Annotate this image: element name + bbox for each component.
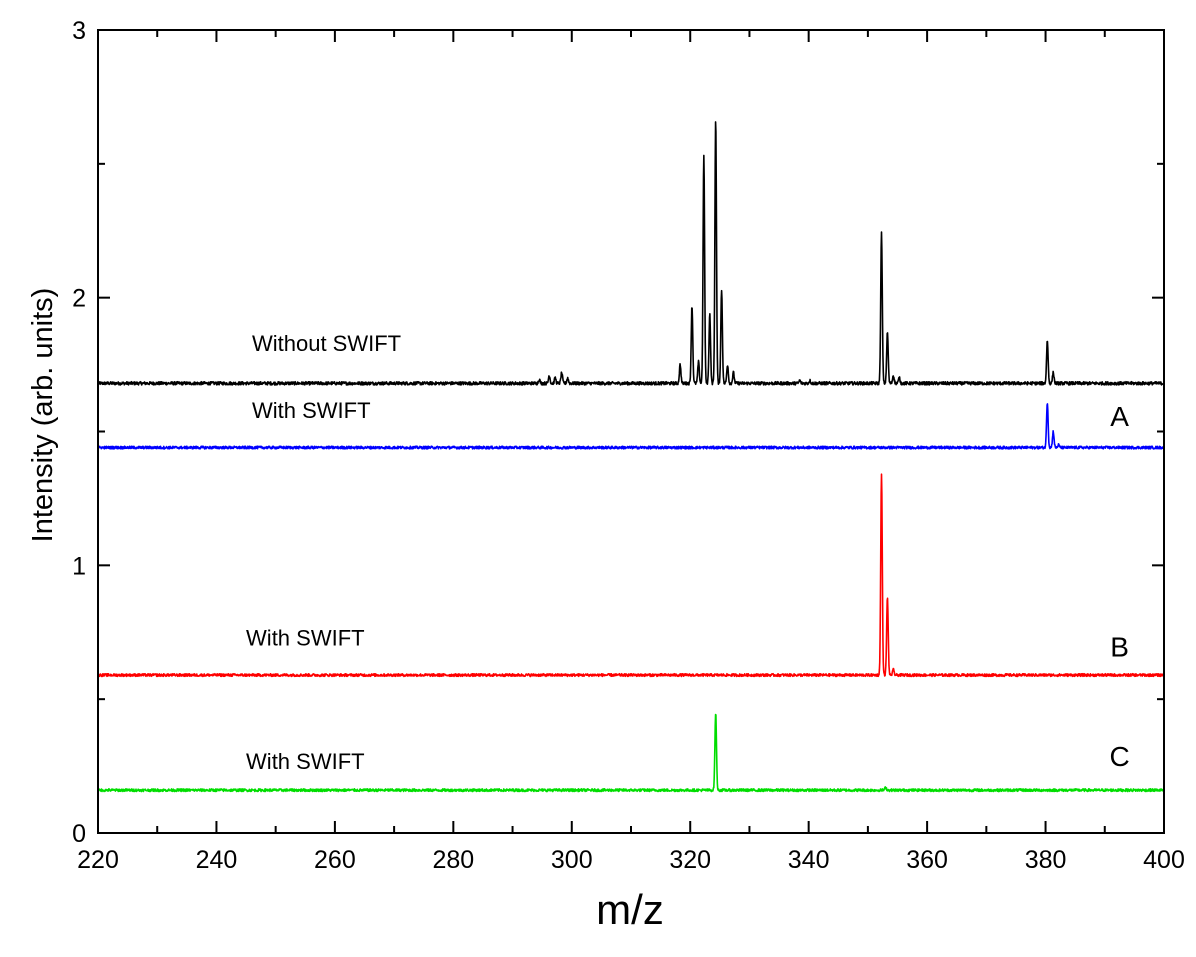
plot-frame: [97, 29, 1165, 834]
y-tick-label: 2: [72, 285, 86, 313]
trace-label: With SWIFT: [246, 749, 365, 774]
y-tick-label: 0: [72, 820, 86, 848]
x-tick-label: 220: [77, 846, 119, 874]
axes-layer: 220 240 260 280 300 320 340 360 380 400 0 1 2 3: [72, 17, 1185, 874]
x-tick-label: 400: [1143, 846, 1185, 874]
x-tick-label: 380: [1025, 846, 1067, 874]
series-line-a: [97, 403, 1165, 450]
trace-label: With SWIFT: [252, 398, 371, 423]
x-tick-label: 240: [196, 846, 238, 874]
labels-layer: Without SWIFT With SWIFT With SWIFT With SW…: [246, 331, 1130, 774]
x-tick-label: 300: [551, 846, 593, 874]
series-line-c: [97, 713, 1165, 793]
y-tick-label: 3: [72, 17, 86, 45]
x-tick-label: 260: [314, 846, 356, 874]
y-tick-label: 1: [72, 552, 86, 580]
panel-letter-a: A: [1110, 401, 1129, 432]
x-tick-label: 340: [788, 846, 830, 874]
x-tick-label: 320: [669, 846, 711, 874]
trace-label: With SWIFT: [246, 626, 365, 651]
x-tick-label: 360: [906, 846, 948, 874]
series-line-reference: [97, 121, 1165, 386]
series-line-b: [97, 473, 1165, 678]
panel-letter-c: C: [1109, 741, 1129, 772]
trace-label: Without SWIFT: [252, 331, 401, 356]
panel-letter-b: B: [1110, 631, 1129, 662]
y-axis-title: Intensity (arb. units): [27, 288, 59, 543]
x-axis-title: m/z: [596, 886, 664, 933]
x-tick-label: 280: [432, 846, 474, 874]
traces-layer: [97, 121, 1165, 793]
